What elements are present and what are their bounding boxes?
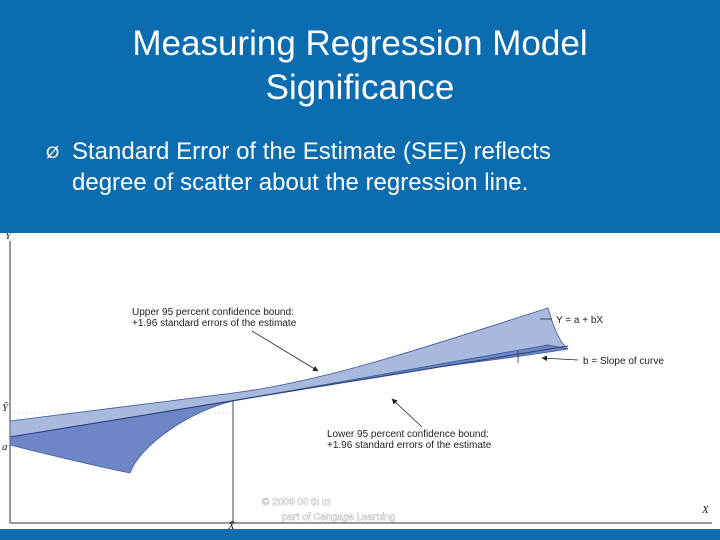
copyright-line-1: © 2009 00 th m xyxy=(262,497,331,508)
lower-bound-label-line-1: Lower 95 percent confidence bound: xyxy=(327,429,489,440)
footer-band xyxy=(0,529,720,540)
y-mean-label: Ȳ xyxy=(2,402,10,414)
regression-figure: Y Ȳ a X̄ X Upper 95 percent confidence b… xyxy=(0,233,720,540)
regression-line xyxy=(9,345,569,438)
upper-bound-label-line-1: Upper 95 percent confidence bound: xyxy=(132,307,294,318)
bullet-text-line-1: Standard Error of the Estimate (SEE) ref… xyxy=(72,138,551,165)
slide-title-line-1: Measuring Regression Model xyxy=(132,24,588,63)
slope-label: b = Slope of curve xyxy=(583,356,664,367)
upper-confidence-band xyxy=(9,307,569,438)
slide-title: Measuring Regression Model Significance xyxy=(60,22,660,110)
lower-bound-arrow xyxy=(391,398,423,428)
slide-title-line-2: Significance xyxy=(265,68,455,107)
copyright-line-2: part of Cengage Learning xyxy=(282,512,395,523)
intercept-label: a xyxy=(2,441,8,453)
lower-confidence-band xyxy=(9,344,569,474)
upper-bound-label-line-2: +1.96 standard errors of the estimate xyxy=(132,318,297,329)
x-mean-label: X̄ xyxy=(227,520,236,532)
regression-diagram-svg: Y Ȳ a X̄ X Upper 95 percent confidence b… xyxy=(2,233,712,532)
arrow-bullet-icon: Ø xyxy=(46,143,60,162)
x-axis-label: X xyxy=(701,504,710,516)
bullet-item: Ø Standard Error of the Estimate (SEE) r… xyxy=(40,136,690,198)
lower-bound-label-line-2: +1.96 standard errors of the estimate xyxy=(327,440,492,451)
slope-arrow xyxy=(541,355,579,362)
y-axis-label: Y xyxy=(5,233,13,242)
equation-label: Y = a + bX xyxy=(556,315,603,326)
upper-bound-arrow xyxy=(251,330,319,372)
bullet-text-line-2: degree of scatter about the regression l… xyxy=(72,169,529,196)
